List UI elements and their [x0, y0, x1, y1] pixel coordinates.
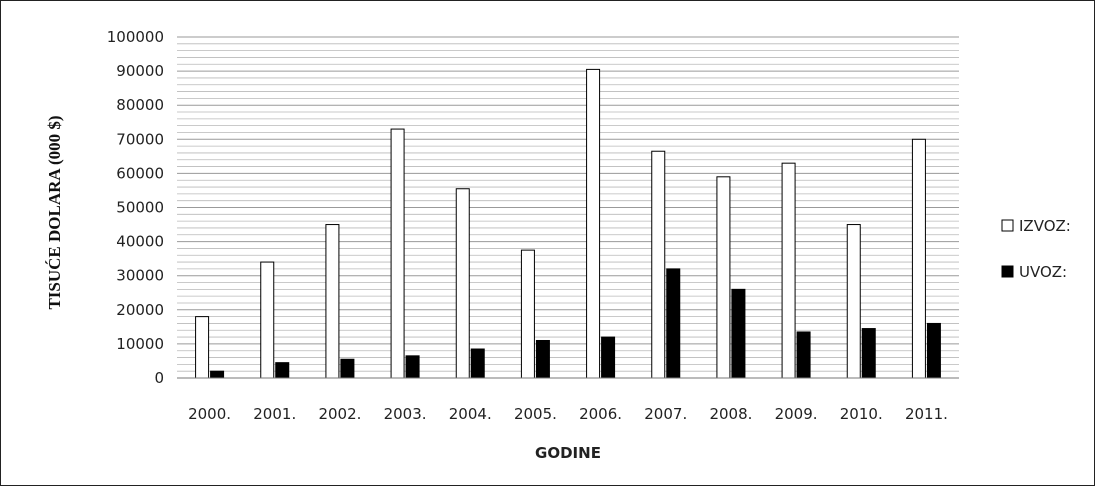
- bar-uvoz-2003: [405, 355, 420, 379]
- bar-uvoz-2011: [926, 322, 941, 379]
- bar-izvoz-2002: [325, 224, 340, 379]
- y-tick-label: 30000: [116, 267, 164, 285]
- y-tick-label: 90000: [116, 62, 164, 80]
- bar-uvoz-2002: [340, 358, 355, 379]
- x-tick-label: 2006.: [579, 405, 622, 423]
- y-tick-label: 40000: [116, 233, 164, 251]
- y-tick-label: 50000: [116, 199, 164, 217]
- legend-swatch: [1001, 265, 1014, 278]
- y-tick-label: 60000: [116, 164, 164, 182]
- x-tick-label: 2011.: [905, 405, 948, 423]
- legend-label: UVOZ:: [1019, 263, 1067, 281]
- bar-uvoz-2001: [275, 362, 290, 379]
- x-tick-label: 2003.: [384, 405, 427, 423]
- bar-izvoz-2006: [586, 68, 601, 379]
- x-tick-label: 2004.: [449, 405, 492, 423]
- bar-uvoz-2007: [666, 268, 681, 379]
- bar-izvoz-2004: [455, 188, 470, 379]
- bar-izvoz-2007: [651, 150, 666, 379]
- bar-uvoz-2006: [601, 336, 616, 379]
- y-tick-label: 20000: [116, 301, 164, 319]
- bar-izvoz-2003: [390, 128, 405, 379]
- bar-izvoz-2000: [195, 316, 210, 379]
- bars: [195, 68, 941, 379]
- x-tick-label: 2007.: [644, 405, 687, 423]
- bar-uvoz-2000: [210, 370, 225, 379]
- x-tick-label: 2008.: [709, 405, 752, 423]
- x-tick-label: 2010.: [840, 405, 883, 423]
- bar-izvoz-2008: [716, 176, 731, 379]
- x-tick-label: 2001.: [253, 405, 296, 423]
- bar-izvoz-2001: [260, 261, 275, 379]
- y-tick-label: 10000: [116, 335, 164, 353]
- y-tick-label: 80000: [116, 96, 164, 114]
- legend-swatch: [1001, 219, 1014, 232]
- y-tick-label: 100000: [107, 28, 164, 46]
- x-tick-label: 2002.: [318, 405, 361, 423]
- bar-izvoz-2010: [846, 224, 861, 379]
- legend-label: IZVOZ:: [1019, 217, 1071, 235]
- gridlines: [177, 36, 959, 379]
- bar-izvoz-2011: [911, 138, 926, 379]
- x-tick-label: 2000.: [188, 405, 231, 423]
- x-axis-label: GODINE: [535, 444, 601, 462]
- y-axis-ticks: 0 10000 20000 30000 40000 50000 60000 70000 8000…: [107, 28, 164, 387]
- bar-izvoz-2005: [520, 249, 535, 379]
- bar-izvoz-2009: [781, 162, 796, 379]
- legend: IZVOZ: UVOZ:: [1001, 217, 1071, 281]
- y-tick-label: 0: [154, 369, 164, 387]
- y-axis-label: TISUĆE DOLARA (000 $): [45, 115, 64, 309]
- bar-uvoz-2008: [731, 288, 746, 379]
- y-tick-label: 70000: [116, 130, 164, 148]
- x-tick-label: 2009.: [775, 405, 818, 423]
- bar-uvoz-2010: [861, 328, 876, 379]
- bar-uvoz-2004: [470, 348, 485, 379]
- x-axis-ticks: 2000. 2001. 2002. 2003. 2004. 2005. 2006. 2007.…: [188, 405, 948, 423]
- x-tick-label: 2005.: [514, 405, 557, 423]
- bar-uvoz-2009: [796, 331, 811, 379]
- bar-uvoz-2005: [535, 339, 550, 379]
